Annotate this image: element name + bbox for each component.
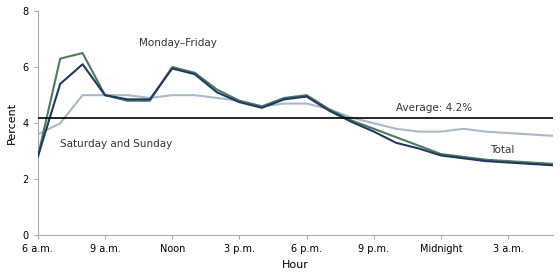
Y-axis label: Percent: Percent <box>7 102 17 144</box>
Text: Total: Total <box>491 145 515 155</box>
X-axis label: Hour: Hour <box>282 260 309 270</box>
Text: Monday–Friday: Monday–Friday <box>138 38 217 48</box>
Text: Average: 4.2%: Average: 4.2% <box>396 103 472 113</box>
Text: Saturday and Sunday: Saturday and Sunday <box>60 139 172 149</box>
